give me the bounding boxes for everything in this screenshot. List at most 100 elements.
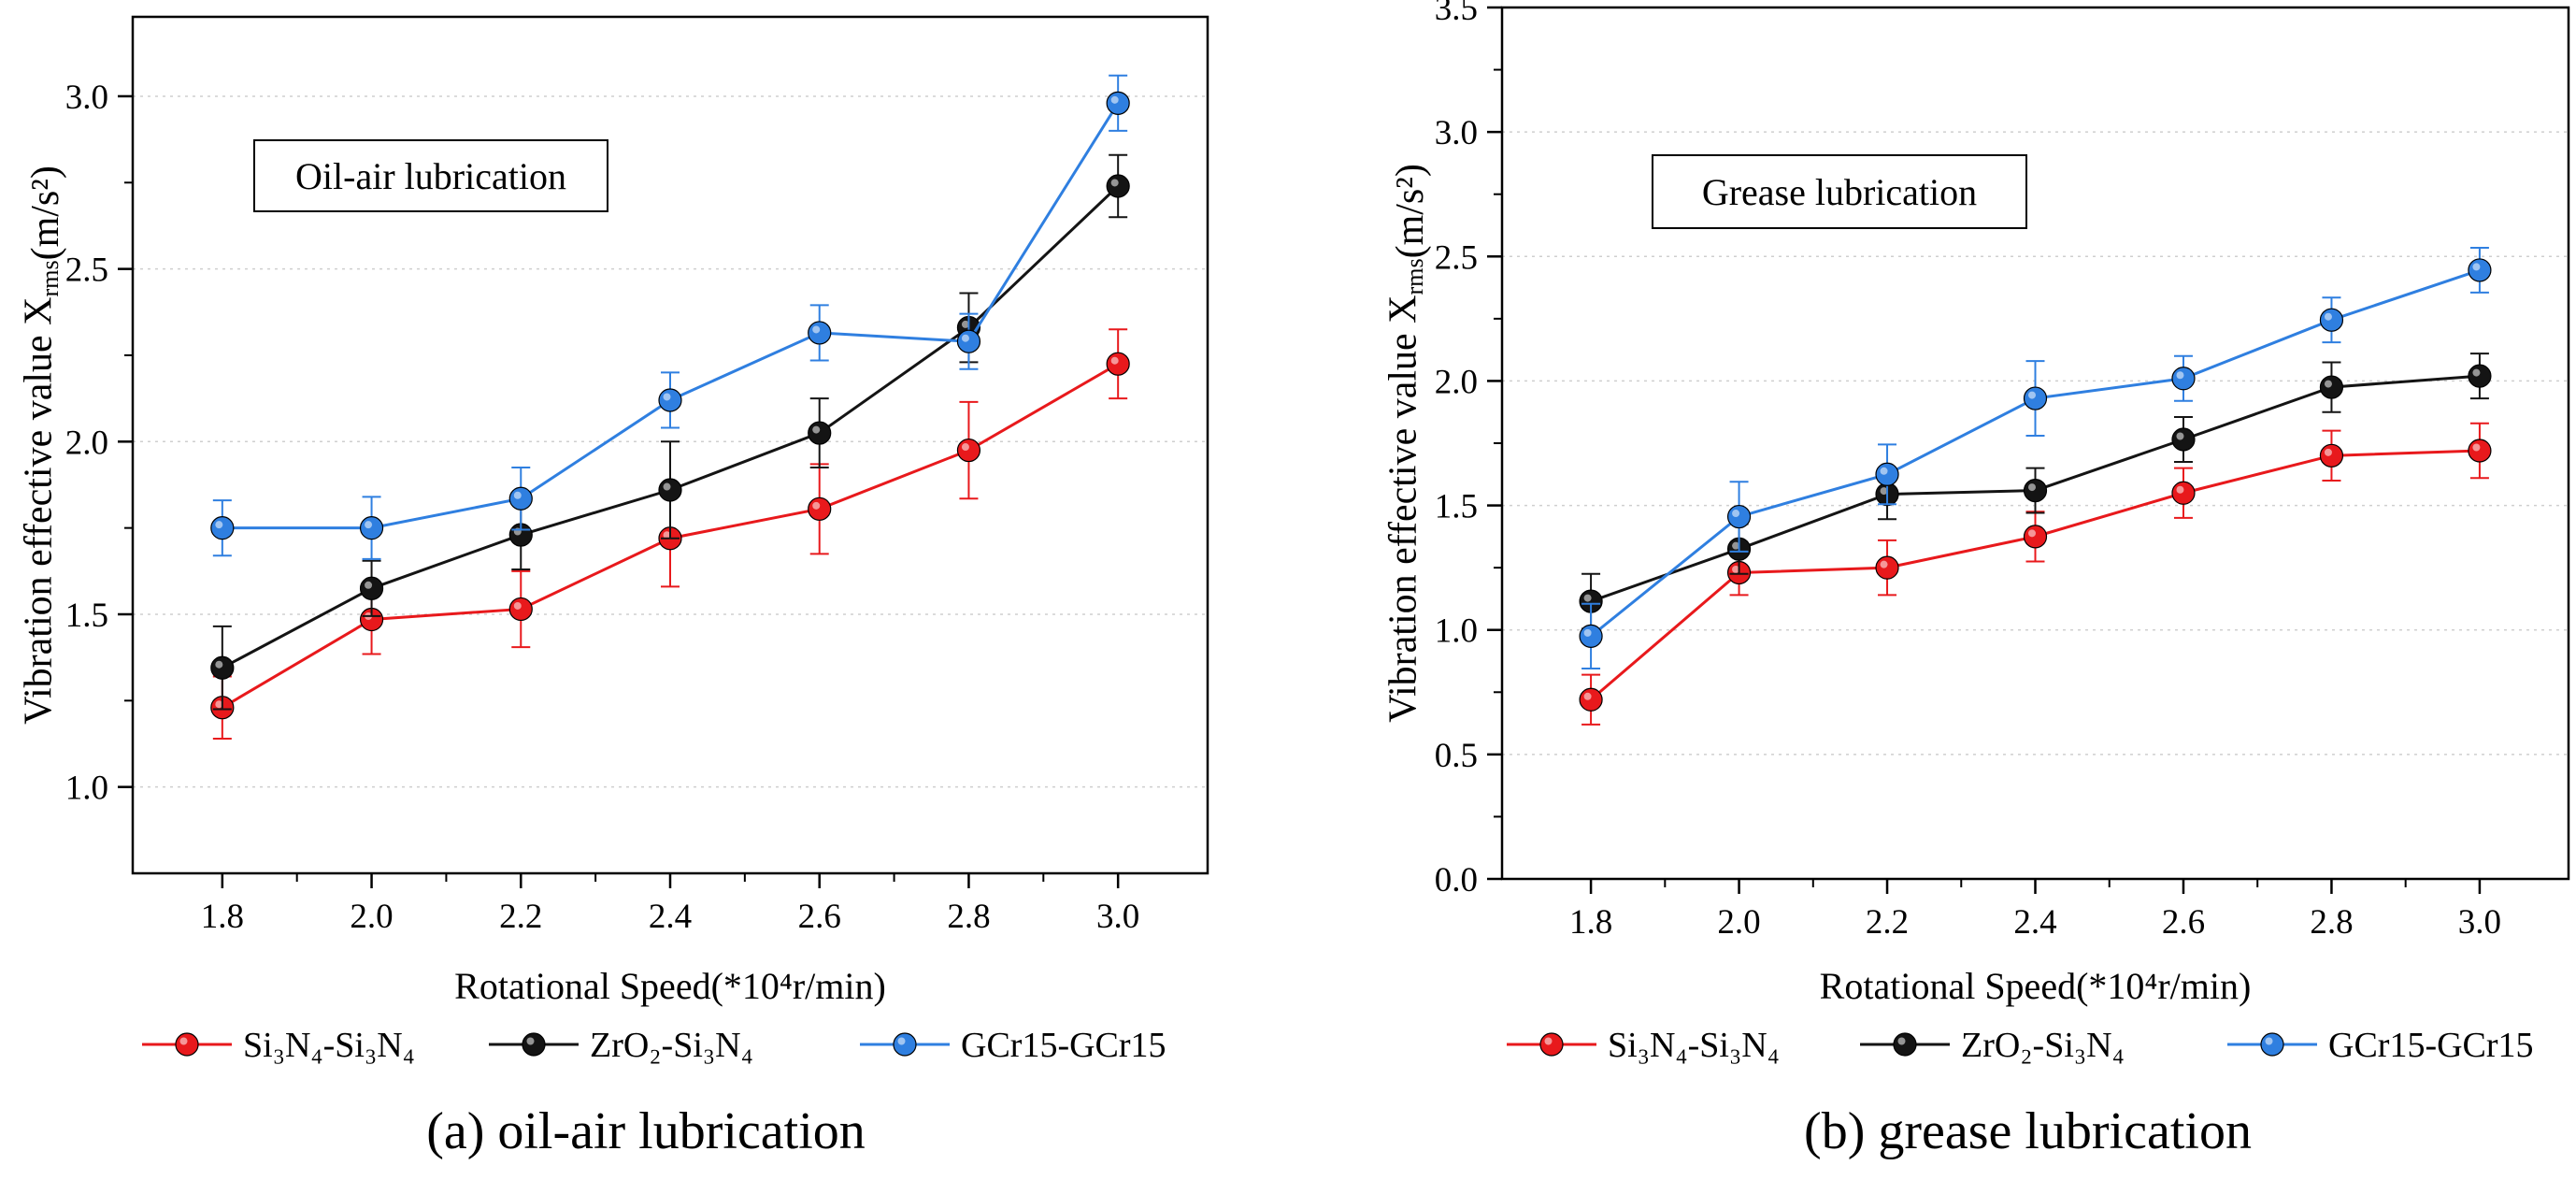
data-point-highlight	[812, 425, 821, 434]
data-point-highlight	[2176, 432, 2184, 440]
x-tick-label: 3.0	[2458, 903, 2501, 942]
data-point-highlight	[2472, 443, 2481, 452]
data-point-highlight	[2472, 263, 2481, 271]
data-point-highlight	[2324, 448, 2332, 456]
data-point-highlight	[513, 601, 522, 610]
data-point	[2171, 427, 2196, 452]
data-point-highlight	[2028, 483, 2036, 492]
chart-title: Oil-air lubrication	[295, 155, 566, 197]
y-tick-label: 1.5	[1435, 488, 1478, 526]
chart-title-box	[1652, 154, 2027, 229]
data-point	[359, 516, 384, 540]
circle-marker-icon	[2260, 1032, 2284, 1057]
x-tick-label: 1.8	[201, 898, 244, 936]
x-axis-label: Rotational Speed(*10⁴r/min)	[1820, 965, 2252, 1007]
data-point-highlight	[365, 521, 373, 529]
data-point-highlight	[2324, 312, 2332, 321]
data-point-highlight	[1732, 541, 1740, 550]
plot-frame	[1500, 6, 2570, 881]
figure-caption: (a) oil-air lubrication	[426, 1102, 866, 1160]
legend-item: ZrO₂-Si₃N₄	[489, 1026, 753, 1065]
x-tick-label: 2.4	[2013, 903, 2056, 942]
data-point	[1875, 555, 1899, 580]
data-point-highlight	[215, 521, 223, 529]
x-tick-label: 2.0	[1717, 903, 1760, 942]
data-point	[1875, 462, 1899, 486]
data-point-highlight	[1880, 487, 1888, 496]
data-point-highlight	[2176, 485, 2184, 494]
data-point-highlight	[1583, 692, 1592, 700]
data-point	[658, 478, 682, 502]
data-point	[508, 597, 533, 622]
data-point	[1579, 624, 1603, 648]
data-point	[2468, 258, 2492, 282]
y-axis-label: Vibration effective value Xrms(m/s²)	[18, 165, 67, 725]
data-point-highlight	[2176, 371, 2184, 380]
legend-item: Si₃N₄-Si₃N₄	[1507, 1026, 1780, 1065]
y-tick-label: 0.0	[1435, 861, 1478, 899]
legend: Si₃N₄-Si₃N₄ ZrO₂-Si₃N₄ GCr15-GCr15	[1507, 1026, 2534, 1065]
y-tick-label: 3.0	[1435, 114, 1478, 152]
data-point	[2319, 375, 2344, 399]
y-tick-label: 3.5	[1435, 0, 1478, 28]
data-point	[2319, 443, 2344, 468]
data-point-highlight	[961, 443, 969, 452]
legend-label: ZrO₂-Si₃N₄	[590, 1026, 753, 1065]
figure-caption: (b) grease lubrication	[1804, 1102, 2252, 1160]
data-point	[2171, 481, 2196, 505]
data-point-highlight	[215, 660, 223, 669]
chart-panel-oil-air: 1.0 1.5 2.0 2.5 3.0 1.8 2.0 2.2 2.4 2.6 2.8 3.0 Oil-…	[18, 15, 1209, 1160]
data-point-highlight	[663, 393, 671, 401]
data-point-highlight	[2324, 380, 2332, 388]
y-tick-label: 2.0	[65, 424, 108, 462]
x-tick-label: 2.2	[1866, 903, 1909, 942]
data-point	[2023, 478, 2048, 503]
data-point	[359, 576, 384, 600]
y-tick-label: 1.0	[65, 770, 108, 808]
data-point	[2023, 525, 2048, 549]
series-Si₃N₄-Si₃N₄	[1579, 422, 2492, 726]
chart-title: Grease lubrication	[1702, 171, 1977, 213]
data-point-highlight	[1880, 467, 1888, 475]
legend-marker-highlight	[897, 1037, 906, 1045]
x-tick-label: 2.4	[649, 898, 692, 936]
y-tick-label: 3.0	[65, 79, 108, 117]
legend-marker-highlight	[526, 1037, 535, 1045]
data-point-highlight	[1732, 510, 1740, 518]
legend-marker-highlight	[1544, 1037, 1553, 1045]
data-point	[2468, 364, 2492, 388]
data-point-highlight	[2028, 529, 2036, 538]
series-GCr15-GCr15	[210, 74, 1130, 560]
y-tick-label: 2.0	[1435, 363, 1478, 401]
legend-item: Si₃N₄-Si₃N₄	[142, 1026, 415, 1065]
data-point-highlight	[1110, 179, 1119, 187]
y-tick-label: 1.0	[1435, 612, 1478, 651]
circle-marker-icon	[522, 1032, 546, 1057]
series-ZrO₂-Si₃N₄	[210, 153, 1130, 711]
data-point-highlight	[365, 581, 373, 589]
x-tick-label: 2.6	[2162, 903, 2205, 942]
data-point	[210, 516, 235, 540]
data-point	[508, 486, 533, 511]
data-point-highlight	[812, 501, 821, 510]
data-point	[210, 655, 235, 680]
x-tick-label: 1.8	[1569, 903, 1612, 942]
y-tick-label: 0.5	[1435, 737, 1478, 775]
data-point-highlight	[1583, 628, 1592, 637]
data-point-highlight	[2028, 391, 2036, 399]
data-point-highlight	[663, 482, 671, 491]
data-point-highlight	[513, 491, 522, 499]
data-point	[2023, 386, 2048, 410]
data-point-highlight	[1110, 356, 1119, 365]
y-tick-label: 1.5	[65, 597, 108, 635]
data-point-highlight	[1732, 565, 1740, 573]
data-point-highlight	[961, 334, 969, 342]
data-point	[2468, 439, 2492, 463]
data-point	[1106, 174, 1130, 198]
legend-item: GCr15-GCr15	[2227, 1026, 2534, 1065]
legend: Si₃N₄-Si₃N₄ ZrO₂-Si₃N₄ GCr15-GCr15	[142, 1026, 1166, 1065]
legend-marker-highlight	[1897, 1037, 1906, 1045]
data-point-highlight	[961, 320, 969, 328]
legend-label: ZrO₂-Si₃N₄	[1961, 1026, 2125, 1065]
